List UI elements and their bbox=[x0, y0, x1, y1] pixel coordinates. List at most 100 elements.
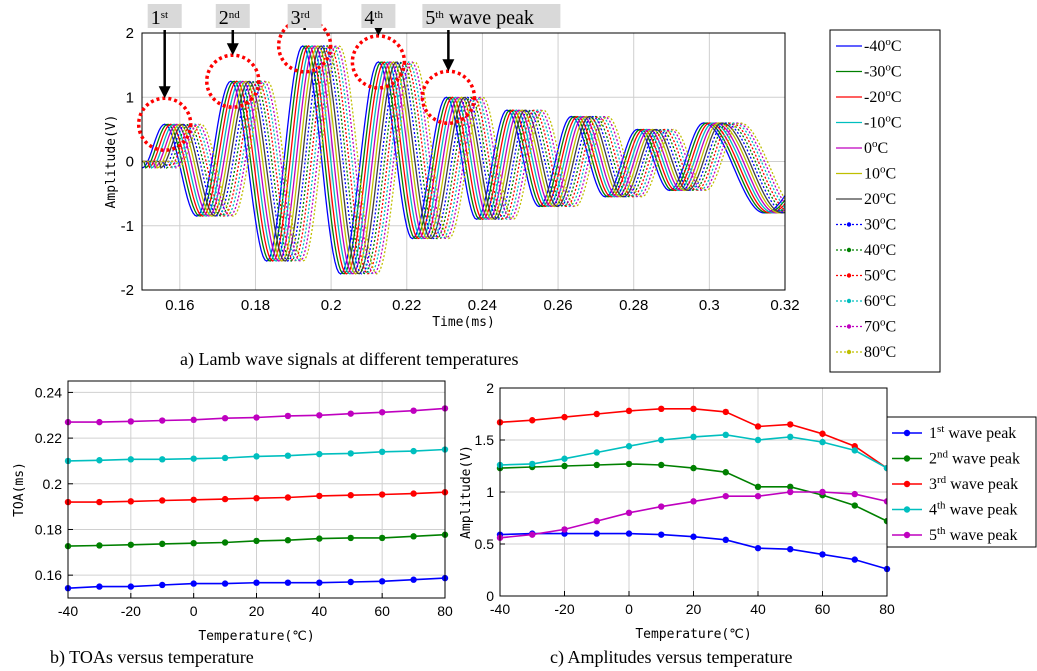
data-point-c bbox=[625, 443, 633, 450]
legend-label-c: 1st wave peak bbox=[929, 423, 1016, 442]
x-tick-label-c: 40 bbox=[750, 601, 766, 617]
x-tick-label-a: 0.26 bbox=[543, 297, 572, 314]
x-axis-label-c: Temperature(℃) bbox=[635, 627, 751, 642]
data-point-b bbox=[159, 497, 166, 504]
data-point-c bbox=[819, 430, 826, 437]
legend-label-a: 50oC bbox=[864, 266, 896, 285]
legend-box-a bbox=[829, 29, 941, 373]
data-point-b bbox=[378, 534, 386, 542]
data-point-c bbox=[851, 447, 858, 454]
data-point-c bbox=[787, 546, 794, 553]
data-point-b bbox=[96, 457, 103, 464]
data-point-b bbox=[96, 498, 103, 506]
x-tick-label-a: 0.3 bbox=[699, 297, 720, 314]
wave-series-60 bbox=[142, 45, 785, 275]
data-point-b bbox=[284, 452, 292, 459]
data-point-c bbox=[593, 449, 600, 456]
legend-label-a: 70oC bbox=[864, 317, 896, 336]
x-tick-label-b: 40 bbox=[312, 603, 328, 619]
data-point-c bbox=[787, 483, 794, 490]
wave-series-80 bbox=[142, 45, 785, 275]
wave-series-0 bbox=[142, 45, 785, 275]
data-point-c bbox=[593, 461, 600, 469]
series-group-a bbox=[142, 45, 785, 275]
wave-series-70 bbox=[142, 45, 785, 275]
data-point-c bbox=[819, 551, 826, 558]
y-tick-label-a: -1 bbox=[121, 218, 134, 235]
y-tick-label-c: 0 bbox=[486, 588, 494, 604]
legend-a: -40oC -30oC -20oC -10oC 0oC 10oC 20oC 30oC 40oC 5… bbox=[829, 29, 941, 373]
data-point-c bbox=[787, 488, 794, 496]
data-point-c bbox=[819, 488, 826, 496]
x-tick-label-b: 20 bbox=[249, 603, 265, 619]
data-point-c bbox=[754, 423, 762, 430]
data-point-b bbox=[127, 541, 135, 548]
data-point-c bbox=[690, 433, 697, 441]
data-point-b bbox=[253, 537, 260, 545]
legend-label-a: -20oC bbox=[864, 87, 902, 106]
x-tick-label-c: -20 bbox=[554, 601, 574, 617]
data-point-c bbox=[561, 526, 568, 533]
data-point-b bbox=[347, 450, 354, 457]
data-point-b bbox=[378, 491, 386, 498]
wave-series--20 bbox=[142, 45, 785, 275]
data-point-b bbox=[284, 537, 292, 544]
data-point-c bbox=[658, 503, 665, 510]
data-point-c bbox=[593, 410, 600, 418]
data-point-b bbox=[159, 456, 166, 463]
data-point-b bbox=[96, 418, 103, 426]
y-tick-label-a: 2 bbox=[126, 25, 134, 42]
data-point-b bbox=[347, 578, 354, 586]
data-point-b bbox=[347, 534, 354, 542]
legend-marker-c bbox=[903, 429, 911, 437]
peak-label: 3rd bbox=[291, 7, 311, 29]
data-point-c bbox=[529, 460, 536, 468]
legend-box-c bbox=[886, 416, 1037, 548]
y-axis-label-b: TOA(ms) bbox=[12, 462, 27, 517]
data-point-b bbox=[96, 583, 103, 590]
data-point-c bbox=[658, 531, 665, 538]
data-point-c bbox=[529, 417, 536, 424]
data-point-b bbox=[316, 450, 323, 458]
data-point-b bbox=[316, 579, 323, 586]
data-point-b bbox=[253, 579, 260, 586]
data-point-b bbox=[221, 580, 229, 587]
data-point-b bbox=[253, 414, 260, 421]
data-point-c bbox=[851, 490, 858, 498]
x-tick-label-a: 0.32 bbox=[770, 297, 799, 314]
x-tick-label-b: -20 bbox=[121, 603, 141, 619]
peak-label-bg bbox=[361, 4, 396, 28]
data-point-b bbox=[410, 407, 417, 414]
data-point-b bbox=[316, 492, 323, 500]
data-point-b bbox=[96, 542, 103, 549]
data-point-b bbox=[127, 456, 135, 463]
data-point-c bbox=[754, 492, 762, 500]
x-tick-label-a: 0.28 bbox=[619, 297, 648, 314]
data-point-b bbox=[378, 448, 386, 456]
data-point-b bbox=[221, 454, 229, 462]
legend-marker-a bbox=[846, 324, 852, 329]
peak-label: 1st bbox=[151, 7, 168, 29]
data-point-b bbox=[284, 494, 292, 501]
data-point-c bbox=[722, 469, 729, 476]
data-point-b bbox=[410, 490, 417, 497]
panel-a-caption: a) Lamb wave signals at different temper… bbox=[180, 349, 519, 370]
data-point-b bbox=[159, 581, 166, 589]
x-tick-label-a: 0.2 bbox=[321, 297, 342, 314]
data-point-c bbox=[819, 438, 826, 446]
y-tick-label-a: 1 bbox=[126, 89, 134, 106]
x-tick-label-b: 60 bbox=[374, 603, 390, 619]
data-point-b bbox=[127, 498, 135, 505]
panel-c-caption: c) Amplitudes versus temperature bbox=[550, 647, 792, 668]
data-point-b bbox=[159, 417, 166, 424]
data-point-b bbox=[410, 576, 417, 583]
x-tick-label-a: 0.22 bbox=[392, 297, 421, 314]
y-tick-label-b: 0.16 bbox=[35, 567, 62, 583]
axes-frame-a bbox=[141, 32, 786, 291]
x-tick-label-c: 60 bbox=[815, 601, 831, 617]
panel-a: 0.16 0.18 0.2 0.22 0.24 0.26 0.28 0.3 0.32 -2 -1 0 1… bbox=[104, 4, 941, 373]
data-point-c bbox=[561, 455, 568, 462]
data-point-c bbox=[625, 460, 633, 468]
data-point-c bbox=[658, 405, 665, 412]
panel-c: -40 -20 0 20 40 60 80 0 0.5 1 1.5 2 Temperature(℃) Am… bbox=[459, 380, 1037, 642]
